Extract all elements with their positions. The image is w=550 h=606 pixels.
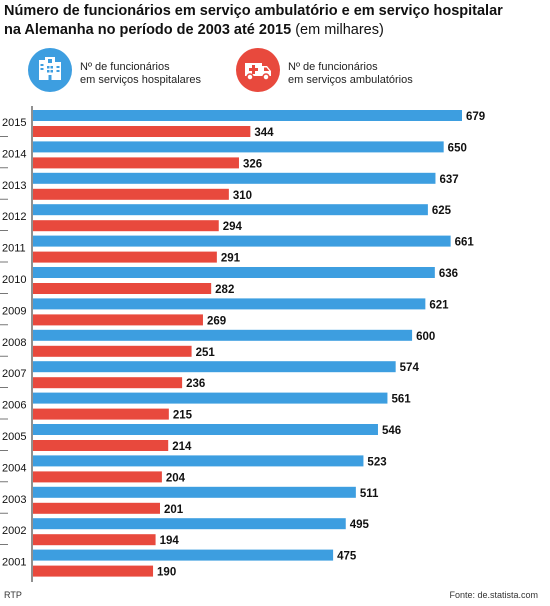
legend-hospital-line-2: em serviços hospitalares [80, 74, 202, 86]
bar-hospital [33, 329, 413, 341]
category-label: 2011 [2, 243, 26, 255]
data-label-ambulatory: 215 [173, 410, 193, 422]
category-label: 2010 [2, 274, 26, 286]
data-label-hospital: 661 [455, 237, 475, 249]
category-label: 2002 [2, 525, 26, 537]
data-label-ambulatory: 282 [215, 284, 234, 296]
category-label: 2012 [2, 211, 26, 223]
category-label: 2004 [2, 462, 26, 474]
data-label-ambulatory: 251 [196, 347, 216, 359]
data-label-hospital: 600 [416, 331, 435, 343]
bar-ambulatory [33, 188, 229, 200]
data-label-hospital: 637 [439, 174, 458, 186]
category-label: 2009 [2, 305, 26, 317]
data-label-hospital: 621 [429, 299, 449, 311]
category-label: 2005 [2, 431, 26, 443]
category-label: 2003 [2, 494, 26, 506]
category-label: 2007 [2, 368, 26, 380]
bar-ambulatory [33, 314, 203, 326]
data-label-ambulatory: 214 [172, 441, 192, 453]
bar-ambulatory [33, 502, 160, 514]
data-label-ambulatory: 326 [243, 158, 262, 170]
data-label-ambulatory: 194 [160, 535, 180, 547]
data-label-hospital: 495 [350, 519, 370, 531]
bar-ambulatory [33, 283, 212, 294]
bar-ambulatory [33, 534, 156, 546]
category-label: 2014 [2, 148, 26, 160]
data-label-hospital: 523 [367, 456, 386, 468]
bar-ambulatory [33, 377, 183, 389]
bar-hospital [33, 361, 396, 373]
category-label: 2008 [2, 337, 26, 349]
data-label-hospital: 546 [382, 425, 401, 437]
data-label-ambulatory: 269 [207, 315, 226, 327]
data-label-hospital: 475 [337, 551, 357, 563]
bar-ambulatory [33, 565, 154, 577]
data-label-ambulatory: 204 [166, 472, 186, 484]
bar-hospital [33, 392, 388, 404]
category-label: 2015 [2, 117, 26, 129]
legend-ambulatory-line-2: em serviços ambulatórios [288, 74, 413, 86]
title-line-2: na Alemanha no período de 2003 até 2015 [4, 22, 292, 38]
bar-ambulatory [33, 408, 169, 420]
bar-ambulatory [33, 440, 169, 451]
bar-hospital [33, 141, 444, 153]
bar-hospital [33, 455, 364, 467]
category-label: 2006 [2, 400, 26, 412]
bar-ambulatory [33, 345, 192, 357]
ambulance-icon [236, 48, 280, 92]
bar-ambulatory [33, 251, 217, 263]
data-label-ambulatory: 236 [186, 378, 205, 390]
bar-ambulatory [33, 157, 239, 169]
data-label-ambulatory: 291 [221, 253, 241, 265]
data-label-ambulatory: 310 [233, 190, 252, 202]
footer-source: Fonte: de.statista.com [449, 590, 538, 600]
bar-hospital [33, 424, 378, 435]
data-label-hospital: 679 [466, 111, 485, 123]
bar-hospital [33, 267, 435, 278]
data-label-hospital: 574 [400, 362, 420, 374]
data-label-hospital: 636 [439, 268, 458, 280]
data-label-ambulatory: 294 [223, 221, 243, 233]
bar-hospital [33, 204, 428, 216]
bar-hospital [33, 172, 436, 184]
footer-credit: RTP [4, 590, 22, 600]
data-label-hospital: 650 [448, 142, 467, 154]
data-label-ambulatory: 344 [254, 127, 274, 139]
data-label-ambulatory: 190 [157, 567, 176, 579]
bar-ambulatory [33, 126, 251, 137]
legend-ambulatory-line-1: Nº de funcionários [288, 61, 378, 73]
legend-hospital-label: Nº de funcionários em serviços hospitala… [80, 61, 240, 87]
title-unit: (em milhares) [295, 22, 384, 38]
data-label-hospital: 625 [432, 205, 452, 217]
category-label: 2001 [2, 557, 26, 569]
chart-title: Número de funcionários em serviço ambula… [4, 2, 548, 40]
data-label-ambulatory: 201 [164, 504, 184, 516]
bar-hospital [33, 235, 451, 247]
legend-ambulatory-label: Nº de funcionários em serviços ambulatór… [288, 61, 448, 87]
bar-hospital [33, 549, 334, 561]
bar-chart: 2015 679 344 2014 650 326 2013 637 310 2012 625 294… [0, 106, 485, 582]
bar-hospital [33, 518, 346, 530]
legend-hospital-line-1: Nº de funcionários [80, 61, 170, 73]
bar-ambulatory [33, 220, 219, 232]
data-label-hospital: 511 [360, 488, 379, 500]
hospital-building-icon [28, 48, 72, 92]
bar-hospital [33, 110, 462, 121]
bar-hospital [33, 298, 426, 310]
bar-hospital [33, 486, 356, 498]
title-line-1: Número de funcionários em serviço ambula… [4, 3, 503, 19]
category-label: 2013 [2, 180, 26, 192]
bar-ambulatory [33, 471, 162, 483]
data-label-hospital: 561 [391, 394, 411, 406]
